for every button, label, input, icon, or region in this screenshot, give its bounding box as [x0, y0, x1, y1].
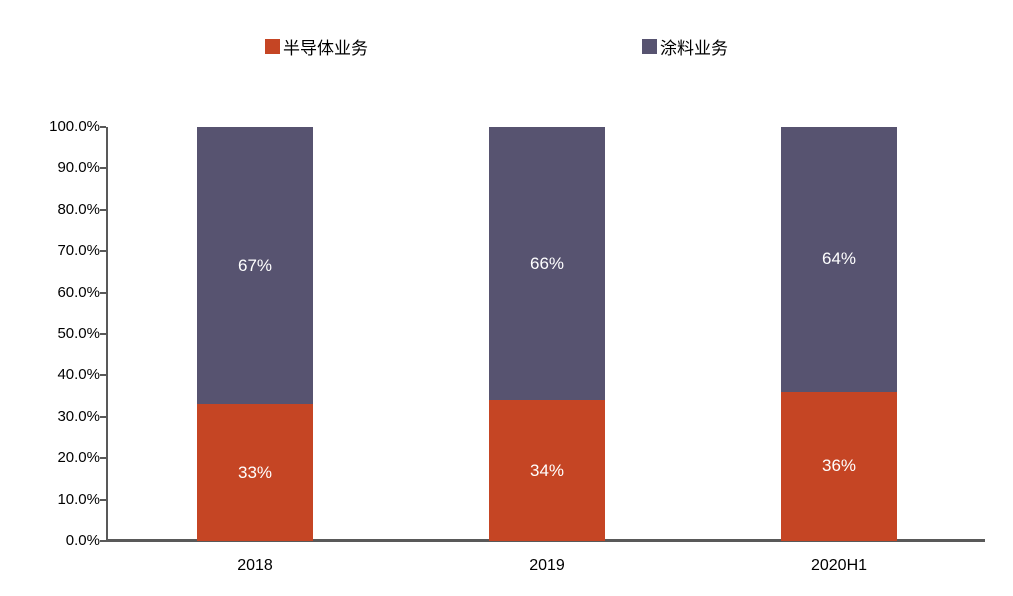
y-tick-mark [100, 167, 106, 170]
y-tick-label: 10.0% [57, 490, 100, 508]
legend-item-semiconductor: 半导体业务 [265, 36, 368, 58]
legend-swatch-coatings-icon [642, 38, 657, 54]
bar-segment-2019-series1: 66% [489, 127, 605, 401]
y-tick-mark [100, 333, 106, 335]
data-label: 34% [529, 460, 565, 480]
data-label: 33% [237, 462, 273, 482]
legend-label-semiconductor: 半导体业务 [283, 38, 368, 58]
y-tick-label: 60.0% [57, 283, 100, 301]
y-tick-mark [100, 291, 106, 294]
y-tick-label: 100.0% [49, 118, 100, 135]
x-tick-label-2020H1: 2020H1 [810, 557, 868, 574]
y-tick-label: 90.0% [57, 159, 100, 177]
bar-segment-2020H1-series0: 36% [781, 391, 897, 541]
y-tick-mark [100, 540, 106, 542]
data-label: 67% [237, 255, 273, 275]
y-tick-label: 50.0% [57, 325, 100, 342]
y-tick-label: 40.0% [57, 366, 100, 384]
data-label: 36% [821, 456, 857, 476]
y-tick-mark [100, 208, 106, 211]
y-tick-label: 80.0% [57, 200, 100, 218]
bar-segment-2018-series1: 67% [197, 127, 313, 405]
x-tick-label-2019: 2019 [529, 557, 565, 574]
y-tick-mark [100, 126, 106, 128]
y-tick-label: 0.0% [65, 532, 100, 549]
bar-segment-2018-series0: 33% [197, 404, 313, 541]
y-axis [106, 127, 108, 541]
data-label: 64% [821, 249, 857, 269]
y-tick-label: 70.0% [57, 242, 100, 260]
x-tick-label-2018: 2018 [237, 557, 273, 574]
y-tick-mark [100, 415, 106, 418]
legend-label-coatings: 涂料业务 [660, 38, 728, 58]
legend-swatch-semiconductor-icon [265, 38, 280, 54]
y-tick-mark [100, 498, 106, 501]
bar-segment-2019-series0: 34% [489, 400, 605, 541]
bar-segment-2020H1-series1: 64% [781, 127, 897, 392]
y-tick-mark [100, 250, 106, 253]
y-tick-label: 20.0% [57, 449, 100, 467]
y-tick-mark [100, 374, 106, 377]
data-label: 66% [529, 253, 565, 273]
y-tick-label: 30.0% [57, 407, 100, 425]
legend-item-coatings: 涂料业务 [642, 36, 728, 58]
y-tick-mark [100, 457, 106, 460]
